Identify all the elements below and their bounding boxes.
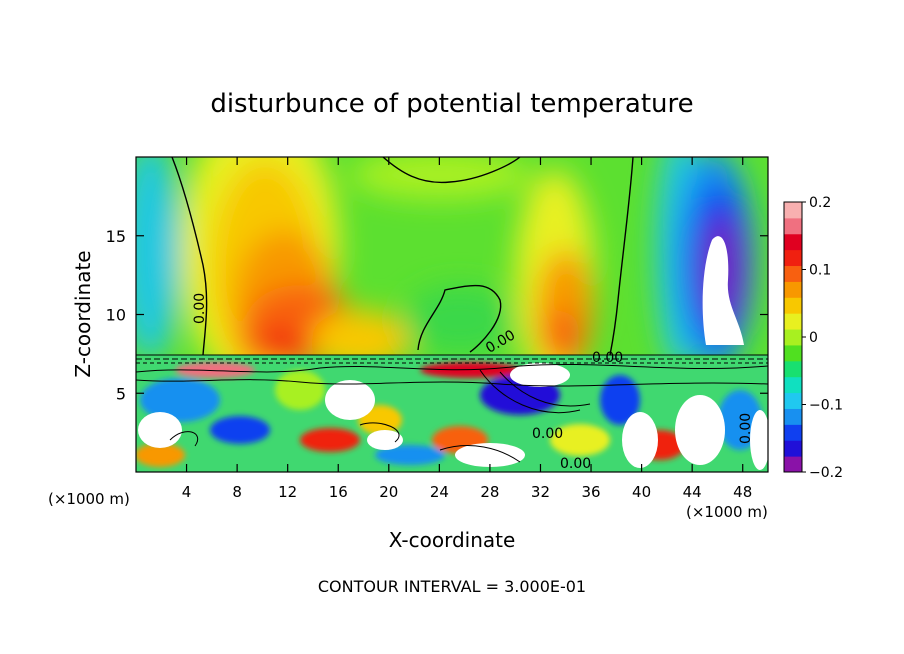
- colorbar-swatch: [784, 249, 802, 267]
- contour-label: 0.00: [738, 413, 754, 444]
- contour-lines-upper: [171, 157, 634, 355]
- x-axis-title: X-coordinate: [389, 528, 516, 552]
- white-regions: [138, 363, 768, 470]
- contour-label: 0.00: [532, 426, 563, 442]
- chart-title: disturbunce of potential temperature: [210, 89, 693, 119]
- x-tick-label: 48: [733, 483, 752, 501]
- x-tick-label: 20: [379, 483, 398, 501]
- x-tick-label: 12: [278, 483, 297, 501]
- colorbar-tick-label: 0.1: [809, 263, 831, 279]
- colorbar-swatch: [784, 202, 802, 219]
- colorbar-swatch: [784, 408, 802, 425]
- interface-band: [136, 354, 768, 364]
- colorbar-swatch: [784, 297, 802, 314]
- y-tick-label: 10: [106, 306, 126, 325]
- y-tick-label: 15: [106, 227, 126, 246]
- heatmap-field-upper: [136, 157, 768, 355]
- y-axis-ticks: 5 10 15: [106, 227, 768, 403]
- y-tick-label: 5: [116, 384, 126, 403]
- colorbar-swatch: [784, 217, 802, 235]
- contour-label: 0.00: [560, 456, 591, 472]
- x-tick-label: 4: [182, 483, 192, 501]
- x-axis-ticks: 4 8 12 16 20 24 28 32 36 40 44 48: [182, 157, 752, 501]
- colorbar-swatch: [784, 233, 802, 251]
- x-tick-label: 40: [632, 483, 651, 501]
- colorbar-swatch: [784, 456, 802, 473]
- x-tick-label: 32: [531, 483, 550, 501]
- colorbar-swatch: [784, 360, 802, 378]
- x-tick-label: 28: [480, 483, 499, 501]
- colorbar-tick-label: 0.2: [809, 195, 831, 211]
- x-tick-label: 44: [683, 483, 702, 501]
- contour-label-group: 0.00 0.00 0.00 0.00 0.00 0.00: [192, 293, 754, 472]
- x-unit-label-left: (×1000 m): [48, 490, 130, 508]
- contour-lines-lower: [136, 363, 768, 463]
- colorbar-swatch: [784, 265, 802, 282]
- contour-label: 0.00: [592, 350, 623, 366]
- colorbar-tick-label: −0.2: [809, 465, 843, 481]
- colorbar-swatch: [784, 376, 802, 394]
- colorbar-tick-label: 0: [809, 330, 818, 346]
- x-tick-label: 16: [329, 483, 348, 501]
- colorbar-swatch: [784, 329, 802, 346]
- colorbar-swatch: [784, 392, 802, 409]
- x-tick-label: 24: [430, 483, 449, 501]
- colorbar: 0.2 0.1 0 −0.1 −0.2: [783, 195, 843, 481]
- colorbar-swatch: [784, 313, 802, 330]
- y-axis-title: Z-coordinate: [71, 250, 95, 377]
- colorbar-swatch: [784, 440, 802, 457]
- x-tick-label: 8: [232, 483, 242, 501]
- x-unit-label-right: (×1000 m): [686, 503, 768, 521]
- contour-interval-note: CONTOUR INTERVAL = 3.000E-01: [318, 577, 586, 596]
- heatmap-field-lower: [136, 355, 768, 472]
- colorbar-tick-label: −0.1: [809, 398, 843, 414]
- colorbar-swatch: [784, 281, 802, 298]
- x-tick-label: 36: [581, 483, 600, 501]
- colorbar-swatch: [784, 424, 802, 441]
- colorbar-swatch: [784, 344, 802, 362]
- contour-label: 0.00: [192, 293, 208, 324]
